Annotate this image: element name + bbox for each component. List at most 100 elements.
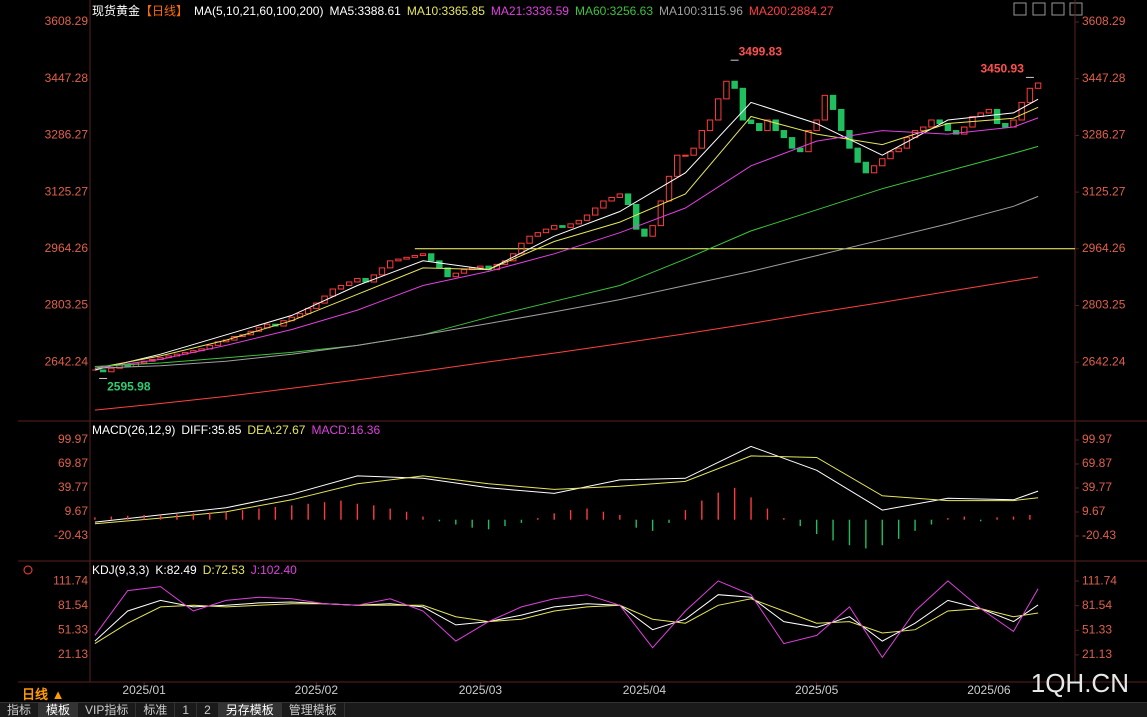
candle	[715, 98, 722, 121]
candle	[534, 232, 542, 237]
candle	[444, 267, 451, 278]
candle	[559, 225, 566, 228]
legend-entry: J:102.40	[250, 563, 297, 577]
candle	[395, 258, 402, 262]
candle	[895, 147, 902, 153]
toolbar-tab[interactable]: 1	[175, 703, 198, 717]
period-selector[interactable]: 日线 ▲	[22, 687, 65, 702]
toolbar-tab[interactable]: 2	[197, 703, 219, 717]
candle	[821, 94, 829, 121]
legend-entry: MACD:16.36	[311, 423, 381, 437]
candle	[345, 281, 353, 286]
series-line	[94, 106, 1039, 369]
y-tick-label: 3286.27	[45, 128, 89, 142]
y-tick-label: 21.13	[1082, 647, 1112, 661]
candle	[739, 87, 747, 121]
y-tick-label: 99.97	[58, 432, 88, 446]
y-tick-label: 3608.29	[1082, 14, 1126, 28]
candle	[993, 108, 1001, 125]
chart-title: 现货黄金	[92, 4, 141, 18]
toolbar-tab[interactable]: 另存模板	[218, 703, 282, 717]
candle	[592, 207, 599, 216]
candle	[542, 228, 550, 234]
indicator: MA(5,10,21,60,100,200)	[194, 4, 324, 18]
legend-entry: MA100:3115.96	[659, 4, 743, 18]
candle	[427, 253, 435, 262]
x-tick-label: 2025/01	[122, 683, 166, 697]
legend-entry: K:82.49	[155, 563, 197, 577]
y-tick-label: 81.54	[58, 598, 88, 612]
toolbar-tab[interactable]: 管理模板	[282, 703, 345, 717]
candle	[747, 119, 755, 125]
toolbar-tab[interactable]: 模板	[39, 703, 79, 717]
candle	[477, 265, 484, 269]
y-tick-label: 9.67	[65, 504, 89, 518]
candle	[583, 214, 591, 221]
toolbar-tab[interactable]: 指标	[0, 703, 40, 717]
y-tick-label: 2803.25	[45, 298, 89, 312]
candle	[460, 269, 468, 274]
candle	[1026, 87, 1034, 103]
chart-title: MACD(26,12,9)	[92, 423, 176, 437]
series-line	[94, 145, 1039, 367]
candle	[952, 130, 960, 135]
x-tick-label: 2025/03	[459, 683, 503, 697]
y-tick-label: 69.87	[1082, 456, 1112, 470]
candle	[788, 137, 796, 149]
y-tick-label: 111.74	[1082, 573, 1117, 587]
candle	[616, 193, 624, 198]
toolbar: 指标 模板 VIP指标 标准 1 2 另存模板 管理模板	[0, 702, 1147, 717]
candle	[829, 94, 837, 110]
y-tick-label: 2803.25	[1082, 298, 1126, 312]
candle	[920, 126, 927, 132]
candle	[641, 228, 648, 237]
legend-entry: D:72.53	[202, 563, 245, 577]
y-tick-label: 3125.27	[45, 184, 89, 198]
series-line	[94, 98, 1039, 371]
y-tick-label: 2964.26	[45, 241, 89, 255]
candle	[756, 123, 763, 132]
candle	[526, 235, 533, 244]
series-line	[94, 276, 1039, 411]
legend-entry: MA10:3365.85	[406, 4, 485, 18]
candle	[247, 330, 254, 336]
legend-entry: MA60:3256.63	[574, 4, 654, 18]
y-tick-label: -20.43	[1082, 528, 1116, 542]
watermark: 1QH.CN	[1030, 668, 1129, 698]
series-line	[94, 455, 1039, 525]
window-icons	[1013, 2, 1083, 16]
toolbar-tab[interactable]: 标准	[136, 703, 176, 717]
y-tick-label: 3286.27	[1082, 128, 1126, 142]
legend: 现货黄金【日线】 MA(5,10,21,60,100,200) MA5:3388.6…	[92, 2, 840, 19]
y-tick-label: 3447.28	[45, 71, 89, 85]
candle	[862, 161, 870, 174]
candle	[1018, 101, 1025, 121]
candle	[99, 369, 107, 373]
candle	[772, 119, 779, 132]
candle	[575, 219, 583, 225]
candle	[386, 260, 394, 269]
candle	[649, 225, 656, 237]
candle	[1002, 123, 1009, 128]
y-tick-label: 39.77	[58, 480, 88, 494]
y-tick-label: 81.54	[1082, 598, 1112, 612]
y-tick-label: 51.33	[58, 622, 88, 636]
candle	[690, 147, 697, 156]
candle	[633, 204, 640, 230]
candle	[509, 253, 517, 262]
candle	[337, 284, 345, 290]
candle	[378, 267, 386, 276]
candle	[764, 119, 771, 132]
indicator-icon	[23, 565, 33, 575]
candle	[403, 256, 410, 260]
candle	[682, 154, 689, 157]
candle	[928, 119, 935, 128]
candle	[354, 277, 361, 283]
candle	[329, 288, 336, 297]
chart-title: KDJ(9,3,3)	[92, 563, 150, 577]
series-line	[94, 445, 1039, 523]
candle	[723, 80, 730, 100]
toolbar-tab[interactable]: VIP指标	[78, 703, 137, 717]
candle	[903, 137, 911, 149]
